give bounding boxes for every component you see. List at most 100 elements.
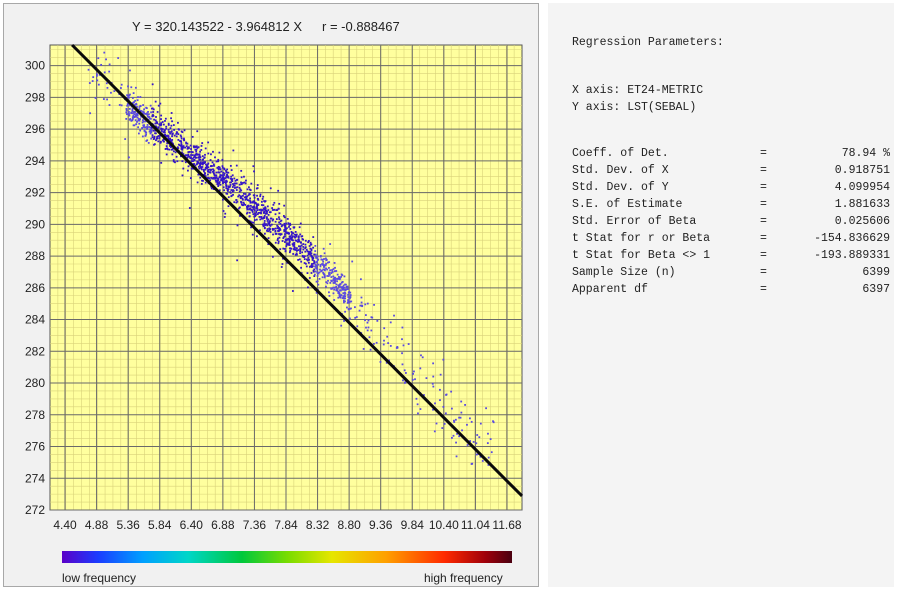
scatter-point xyxy=(201,162,204,165)
scatter-point xyxy=(309,243,312,246)
scatter-point xyxy=(171,148,174,150)
x-tick-label: 8.32 xyxy=(306,518,330,532)
scatter-point xyxy=(278,226,280,229)
scatter-point xyxy=(292,253,295,255)
scatter-point xyxy=(348,307,351,310)
scatter-point xyxy=(187,169,189,172)
scatter-point xyxy=(258,216,261,218)
scatter-point xyxy=(334,280,336,282)
scatter-point xyxy=(471,462,474,465)
scatter-point xyxy=(216,166,219,169)
scatter-point xyxy=(97,57,100,60)
scatter-point xyxy=(128,114,131,117)
scatter-point xyxy=(248,207,251,210)
scatter-point xyxy=(239,214,241,217)
scatter-point xyxy=(333,299,336,301)
scatter-point xyxy=(215,171,218,174)
scatter-point xyxy=(96,73,98,76)
scatter-point xyxy=(162,131,165,134)
scatter-point xyxy=(271,227,274,230)
scatter-point xyxy=(314,263,317,266)
scatter-point xyxy=(180,140,183,143)
scatter-point xyxy=(423,394,425,396)
scatter-point xyxy=(283,248,286,250)
scatter-point xyxy=(213,174,216,177)
scatter-point xyxy=(274,227,277,230)
y-tick-label: 292 xyxy=(25,186,45,200)
scatter-point xyxy=(212,188,215,190)
scatter-point xyxy=(128,96,130,99)
scatter-point xyxy=(266,228,269,230)
scatter-point xyxy=(263,210,265,213)
scatter-point xyxy=(249,199,251,202)
scatter-point xyxy=(185,141,187,144)
scatter-point xyxy=(221,177,224,180)
scatter-point xyxy=(339,289,342,292)
scatter-point xyxy=(227,176,230,179)
scatter-point xyxy=(166,134,169,137)
scatter-point xyxy=(238,186,241,189)
scatter-point xyxy=(240,176,243,179)
scatter-point xyxy=(132,124,135,127)
scatter-point xyxy=(207,141,210,144)
scatter-point xyxy=(209,159,212,161)
scatter-point xyxy=(200,145,203,147)
scatter-point xyxy=(232,193,234,196)
scatter-point xyxy=(257,198,259,200)
stats-heading: Regression Parameters: xyxy=(572,36,724,49)
scatter-point xyxy=(145,133,148,136)
scatter-point xyxy=(226,187,229,190)
scatter-point xyxy=(288,239,291,242)
scatter-point xyxy=(370,329,373,332)
scatter-point xyxy=(386,335,389,338)
scatter-point xyxy=(299,247,302,250)
scatter-point xyxy=(342,288,345,291)
scatter-point xyxy=(432,408,434,411)
stat-equals: = xyxy=(760,198,767,211)
scatter-point xyxy=(199,161,202,164)
scatter-point xyxy=(188,155,191,158)
scatter-point xyxy=(181,148,184,151)
y-tick-label: 274 xyxy=(25,471,45,485)
scatter-point xyxy=(290,234,293,236)
scatter-point xyxy=(356,325,359,328)
scatter-point xyxy=(269,217,272,220)
colorbar-low-label: low frequency xyxy=(62,571,137,585)
scatter-point xyxy=(199,156,202,159)
scatter-point xyxy=(218,181,221,183)
scatter-point xyxy=(216,181,219,184)
scatter-point xyxy=(277,189,280,192)
scatter-point xyxy=(439,373,442,376)
scatter-point xyxy=(277,240,280,243)
scatter-point xyxy=(255,218,258,221)
scatter-point xyxy=(432,385,435,388)
scatter-point xyxy=(183,129,186,132)
scatter-point xyxy=(155,116,157,118)
scatter-point xyxy=(262,217,265,220)
scatter-point xyxy=(274,230,277,233)
x-axis-info: X axis: ET24-METRIC xyxy=(572,84,704,97)
scatter-point xyxy=(91,80,94,82)
scatter-point xyxy=(171,141,173,144)
scatter-point xyxy=(340,275,343,278)
scatter-point xyxy=(163,140,165,143)
scatter-point xyxy=(401,326,404,329)
scatter-point xyxy=(416,403,419,406)
scatter-point xyxy=(146,126,149,129)
stat-equals: = xyxy=(760,232,767,245)
scatter-point xyxy=(271,207,274,209)
scatter-point xyxy=(165,125,168,128)
scatter-point xyxy=(479,455,482,458)
scatter-point xyxy=(217,182,220,185)
scatter-point xyxy=(94,97,97,99)
x-tick-label: 8.80 xyxy=(337,518,361,532)
scatter-point xyxy=(200,167,203,170)
scatter-point xyxy=(213,177,215,180)
scatter-point xyxy=(243,175,245,178)
scatter-point xyxy=(316,260,318,263)
scatter-point xyxy=(106,86,109,89)
scatter-point xyxy=(219,168,222,171)
scatter-point xyxy=(348,297,351,300)
scatter-point xyxy=(266,212,268,215)
scatter-point xyxy=(225,171,228,174)
